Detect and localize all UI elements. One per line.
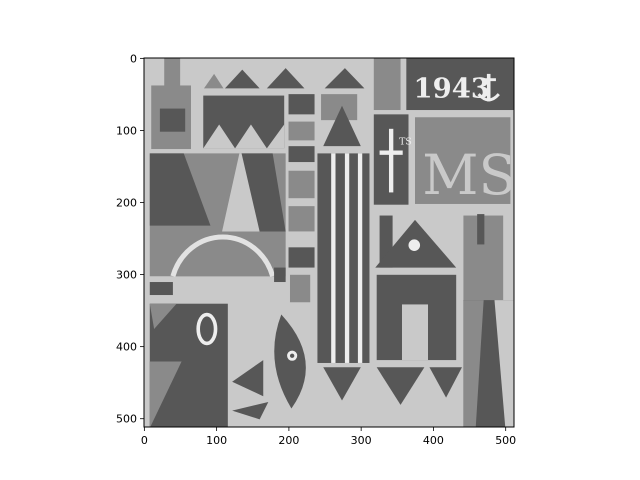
y-tick-label: 500 <box>116 413 137 426</box>
top-triangle <box>324 68 365 89</box>
bottom-triangle <box>323 367 361 401</box>
small-square <box>288 121 315 141</box>
x-tick-label: 100 <box>206 434 227 447</box>
y-tick-label: 300 <box>116 269 137 282</box>
top-triangle <box>224 69 260 89</box>
sun-disc <box>172 237 273 277</box>
ms-panel <box>414 117 511 204</box>
leaf-shape <box>274 314 306 409</box>
small-square <box>288 247 315 268</box>
bottle-neck <box>164 58 181 91</box>
leaf-fin <box>232 401 269 420</box>
column-stripe <box>344 153 350 363</box>
face-eye <box>196 312 218 346</box>
cross-horizontal <box>379 150 403 155</box>
face-cut <box>149 303 177 329</box>
year-text: 1943 <box>414 73 490 105</box>
cross-letters: TS <box>399 137 412 148</box>
small-square <box>288 146 315 163</box>
split-cut <box>463 300 484 427</box>
leaf-pupil <box>289 353 295 358</box>
year-panel <box>406 58 514 111</box>
x-tick-label: 500 <box>495 434 516 447</box>
x-tick-label: 0 <box>141 434 148 447</box>
small-square <box>288 206 315 232</box>
small-square <box>289 274 311 303</box>
image-plot: 1943 TS MS <box>144 58 516 427</box>
column-triangle <box>323 105 361 147</box>
leaf-fin <box>232 360 264 397</box>
axes-frame <box>143 57 515 428</box>
y-tick-label: 0 <box>130 52 137 65</box>
small-square <box>288 170 315 199</box>
y-tick-label: 400 <box>116 341 137 354</box>
y-tick-label: 100 <box>116 124 137 137</box>
house-window <box>408 239 421 251</box>
column-stripe <box>331 153 336 363</box>
house-door <box>401 304 429 361</box>
bottom-triangle <box>429 367 462 398</box>
ms-text: MS <box>422 143 516 207</box>
sun-outline <box>170 234 276 277</box>
bottom-triangle <box>376 367 425 405</box>
y-tick-label: 200 <box>116 197 137 210</box>
face-cut <box>149 361 182 427</box>
x-axis: 0 100 200 300 400 500 <box>141 427 516 447</box>
top-right-panel <box>373 58 401 111</box>
sun-ray <box>241 153 286 232</box>
top-triangle <box>203 73 224 89</box>
right-slot <box>477 214 485 245</box>
top-triangle <box>266 68 305 89</box>
sun-base <box>274 267 286 283</box>
column-stripe <box>357 153 363 363</box>
axes: 1943 TS MS 0 100 200 300 400 500 0 100 200 300 400 5… <box>116 52 516 447</box>
sun-ray <box>149 153 211 226</box>
x-tick-label: 200 <box>278 434 299 447</box>
x-tick-label: 400 <box>423 434 444 447</box>
x-tick-label: 300 <box>351 434 372 447</box>
small-square <box>288 94 315 115</box>
y-axis: 0 100 200 300 400 500 <box>116 52 144 426</box>
anchor-icon <box>477 93 500 102</box>
bottle-label <box>159 108 186 132</box>
split-cut <box>494 300 514 427</box>
zigzag-teeth <box>203 124 285 149</box>
cross-vertical <box>388 128 394 193</box>
sun-base <box>149 282 173 296</box>
